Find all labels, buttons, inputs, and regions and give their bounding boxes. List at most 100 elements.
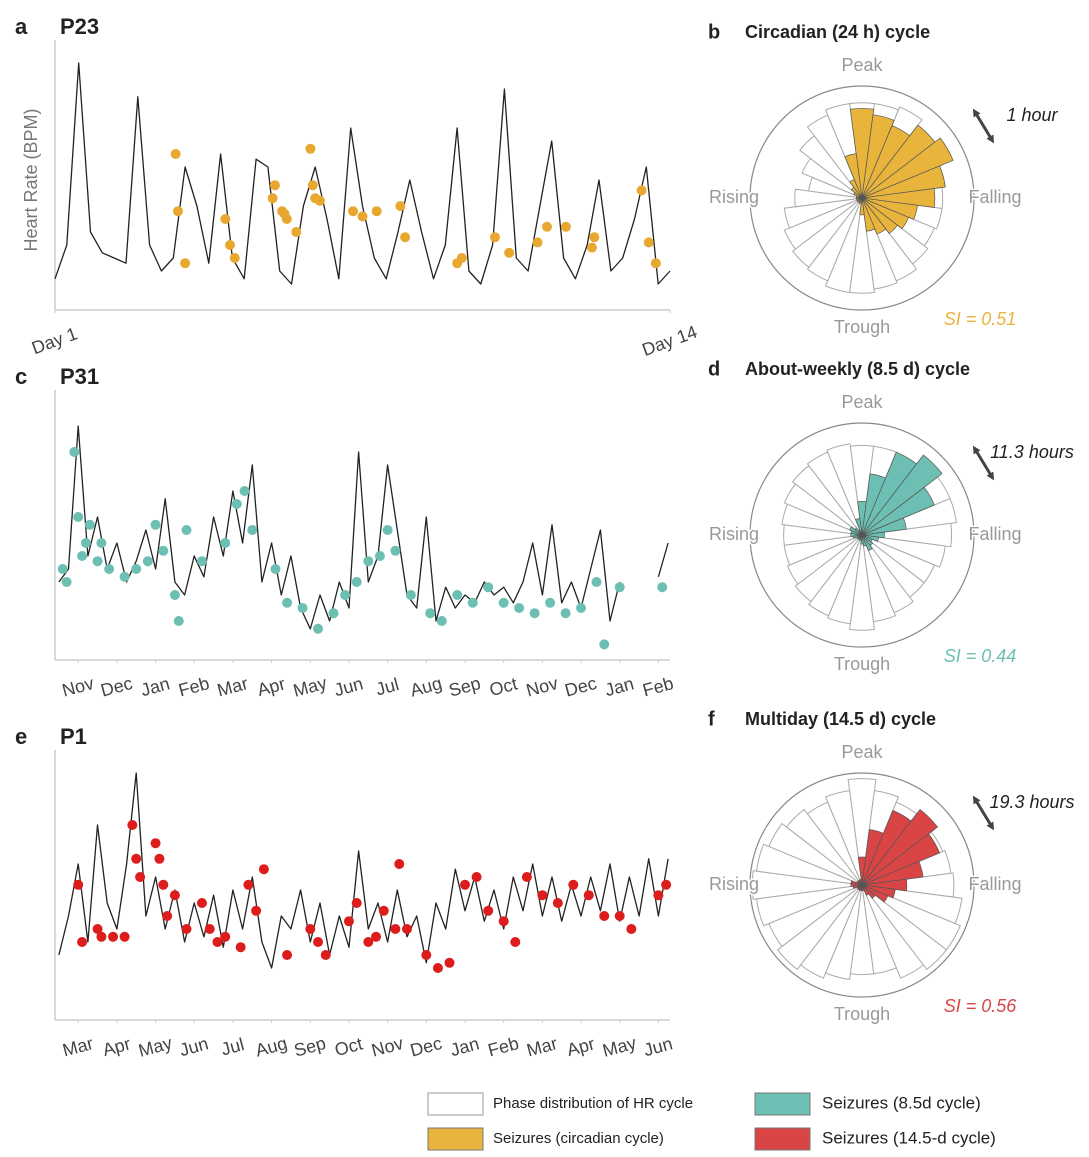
seizure-point [181, 525, 192, 535]
seizure-point [510, 937, 521, 947]
x-tick-label: May [291, 673, 329, 701]
hr-phase-wedge [783, 197, 863, 250]
chart-title: Multiday (14.5 d) cycle [745, 709, 936, 729]
seizure-wedge [844, 153, 863, 199]
hr-phase-wedge [861, 534, 946, 568]
x-tick-label: Nov [524, 673, 560, 701]
seizure-point [229, 253, 240, 263]
seizure-point [374, 551, 385, 561]
chart-title: P31 [60, 364, 99, 389]
hr-phase-wedge [751, 870, 863, 900]
seizure-point [405, 590, 416, 600]
seizure-point [586, 242, 597, 253]
seizure-point [220, 931, 231, 942]
seizure-point [212, 937, 223, 947]
heart-rate-line [58, 425, 669, 630]
bin-width-annotation: 1 hour [1006, 105, 1058, 125]
seizure-point [320, 950, 331, 960]
x-tick-label: Day 1 [29, 323, 80, 358]
outer-ring [749, 85, 975, 311]
heart-rate-line [54, 62, 671, 285]
seizure-point [181, 924, 192, 934]
panel-letter: a [15, 14, 28, 39]
x-tick-label: Feb [486, 1033, 521, 1060]
seizure-point [142, 556, 153, 567]
seizure-point [568, 879, 579, 890]
seizure-point [196, 898, 207, 908]
seizure-point [158, 879, 169, 890]
seizure-wedge [861, 884, 870, 896]
phase-label: Trough [834, 1004, 890, 1024]
y-axis-label: Heart Rate (BPM) [21, 108, 41, 251]
seizure-point [313, 937, 324, 947]
seizure-point [251, 905, 262, 916]
panel-letter: c [15, 364, 27, 389]
seizure-point [169, 890, 180, 901]
x-tick-label: Day 14 [639, 322, 699, 360]
seizure-wedge [859, 879, 863, 886]
seizure-point [444, 957, 455, 968]
seizure-point [532, 237, 543, 248]
x-tick-label: Oct [487, 674, 519, 701]
seizure-point [104, 564, 115, 574]
x-tick-label: Apr [100, 1034, 132, 1061]
seizure-point [314, 195, 325, 206]
seizure-point [657, 582, 668, 593]
seizure-point [267, 193, 278, 204]
seizure-wedge [855, 517, 863, 536]
seizure-point [363, 556, 374, 567]
legend-swatch [427, 1127, 484, 1151]
seizure-wedge [849, 108, 875, 199]
legend-label: Seizures (8.5d cycle) [822, 1093, 981, 1112]
seizure-point [269, 180, 280, 191]
seizure-wedge [861, 809, 938, 886]
seizure-point [96, 931, 107, 942]
seizure-point [150, 838, 161, 849]
seizure-wedge [861, 531, 885, 539]
seizure-wedge [861, 860, 924, 886]
seizure-point [258, 864, 269, 875]
seizure-point [158, 545, 169, 556]
x-tick-label: Jan [448, 1033, 481, 1060]
seizure-point [537, 890, 548, 901]
seizure-point [196, 556, 207, 567]
seizure-point [467, 597, 478, 608]
seizure-point [220, 538, 231, 548]
x-tick-label: Apr [565, 1034, 597, 1061]
seizure-point [452, 590, 463, 600]
seizure-point [394, 859, 405, 869]
x-tick-label: Mar [60, 1033, 95, 1060]
width-arrow [972, 108, 995, 144]
si-label: SI = 0.44 [944, 646, 1017, 666]
outer-ring [749, 772, 975, 998]
phase-label: Peak [841, 742, 883, 762]
hr-phase-wedge [806, 197, 863, 282]
seizure-point [307, 180, 318, 191]
hr-phase-wedge [849, 534, 875, 631]
seizure-point [135, 872, 146, 882]
panel-letter: e [15, 724, 27, 749]
seizure-point [154, 853, 165, 864]
seizure-wedge [861, 197, 918, 220]
seizure-point [225, 240, 236, 250]
hr-phase-wedge [785, 808, 863, 886]
hr-phase-wedge [827, 534, 863, 625]
x-tick-label: Mar [524, 1033, 559, 1060]
seizure-wedge [861, 197, 898, 234]
x-tick-label: Oct [333, 1034, 365, 1061]
phase-label: Falling [968, 524, 1021, 544]
seizure-point [599, 639, 610, 650]
si-label: SI = 0.56 [944, 996, 1018, 1016]
seizure-point [401, 924, 412, 934]
x-tick-label: Aug [408, 673, 444, 701]
seizure-point [162, 911, 173, 921]
seizure-point [529, 608, 540, 619]
seizure-point [170, 149, 181, 159]
seizure-point [297, 603, 308, 613]
seizure-point [560, 608, 571, 619]
seizure-point [247, 525, 258, 535]
hr-phase-wedge [794, 534, 863, 603]
seizure-point [61, 577, 72, 587]
x-tick-label: May [600, 1033, 638, 1061]
